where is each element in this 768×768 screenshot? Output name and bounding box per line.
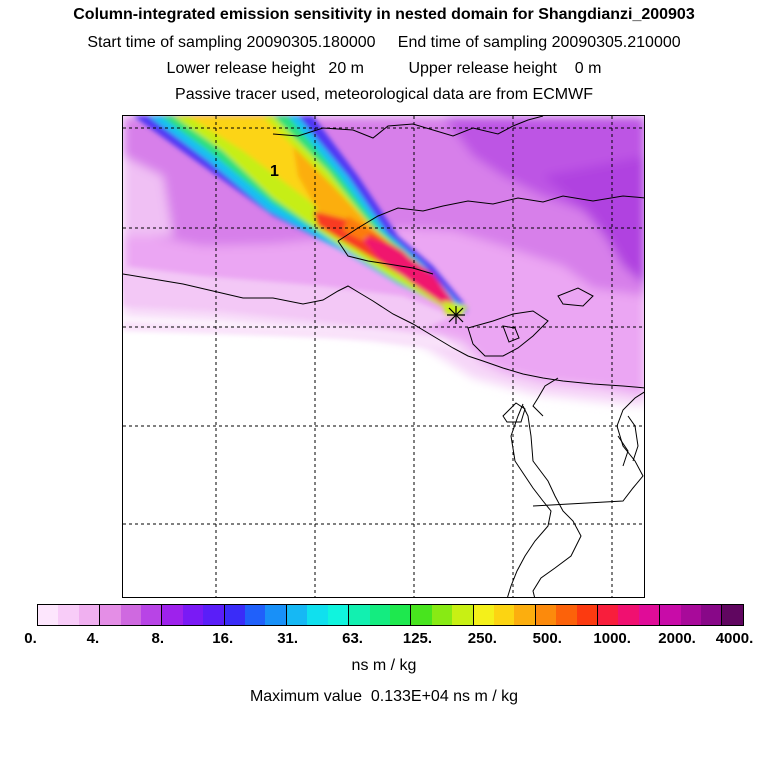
colorbar-segment <box>245 605 266 625</box>
release-height-line: Lower release height 20 m Upper release … <box>166 60 602 77</box>
tracer-info-line: Passive tracer used, meteorological data… <box>175 86 593 103</box>
colorbar-segment <box>701 605 723 625</box>
colorbar-tick-label: 1000. <box>593 630 631 647</box>
colorbar-segment <box>78 605 101 625</box>
colorbar-tick-label: 4000. <box>715 630 754 647</box>
colorbar-segment <box>141 605 163 625</box>
sensitivity-field-lowlands <box>123 266 463 351</box>
asterisk-marker <box>447 306 465 324</box>
sensitivity-map <box>123 116 644 597</box>
plot-title: Column-integrated emission sensitivity i… <box>73 6 695 23</box>
colorbar-segment <box>660 605 681 625</box>
map-panel <box>122 115 645 598</box>
colorbar-tick-label: 16. <box>212 630 234 647</box>
colorbar-segment <box>722 605 743 625</box>
colorbar-segment <box>307 605 328 625</box>
colorbar-tick-label: 8. <box>151 630 165 647</box>
colorbar-segment <box>452 605 474 625</box>
colorbar-tick-label: 0. <box>24 630 37 647</box>
colorbar-segment <box>597 605 619 625</box>
colorbar-segment <box>327 605 350 625</box>
colorbar-tick-labels: 0. 4. 8. 16. 31. 63. 125. 250. 500. 1000. 2000. 400… <box>0 630 768 650</box>
colorbar-segment <box>38 605 59 625</box>
colorbar-segment <box>618 605 639 625</box>
colorbar-tick-label: 125. <box>402 630 433 647</box>
colorbar-segment <box>556 605 577 625</box>
sampling-time-line: Start time of sampling 20090305.180000 E… <box>87 34 681 51</box>
colorbar-segment <box>369 605 390 625</box>
maximum-value-text: Maximum value 0.133E+04 ns m / kg <box>249 688 519 705</box>
colorbar-segment <box>203 605 225 625</box>
colorbar-segment <box>58 605 79 625</box>
colorbar-segment <box>224 605 246 625</box>
colorbar-segment <box>120 605 142 625</box>
colorbar-segment <box>535 605 557 625</box>
colorbar-segment <box>349 605 370 625</box>
colorbar-segment <box>514 605 536 625</box>
colorbar-segment <box>473 605 494 625</box>
colorbar-segment <box>182 605 204 625</box>
colorbar-tick-label: 63. <box>342 630 363 647</box>
colorbar-segment <box>286 605 308 625</box>
colorbar <box>37 604 744 626</box>
colorbar-segment <box>162 605 183 625</box>
colorbar-segment <box>100 605 121 625</box>
colorbar-tick-label: 500. <box>532 630 562 647</box>
colorbar-tick-label: 4. <box>86 630 100 647</box>
coastlines-borders <box>123 116 644 597</box>
colorbar-segment <box>431 605 453 625</box>
colorbar-segment <box>265 605 287 625</box>
colorbar-tick-label: 2000. <box>658 630 696 647</box>
colorbar-segment <box>576 605 598 625</box>
colorbar-segment <box>493 605 515 625</box>
colorbar-segment <box>638 605 661 625</box>
contour-label: 1 <box>270 163 279 180</box>
colorbar-tick-label: 250. <box>467 630 497 647</box>
colorbar-segment <box>411 605 432 625</box>
colorbar-segment <box>389 605 412 625</box>
grid-lines <box>123 116 644 597</box>
colorbar-segment <box>680 605 701 625</box>
colorbar-tick-label: 31. <box>277 630 299 647</box>
colorbar-units: ns m / kg <box>351 657 417 674</box>
